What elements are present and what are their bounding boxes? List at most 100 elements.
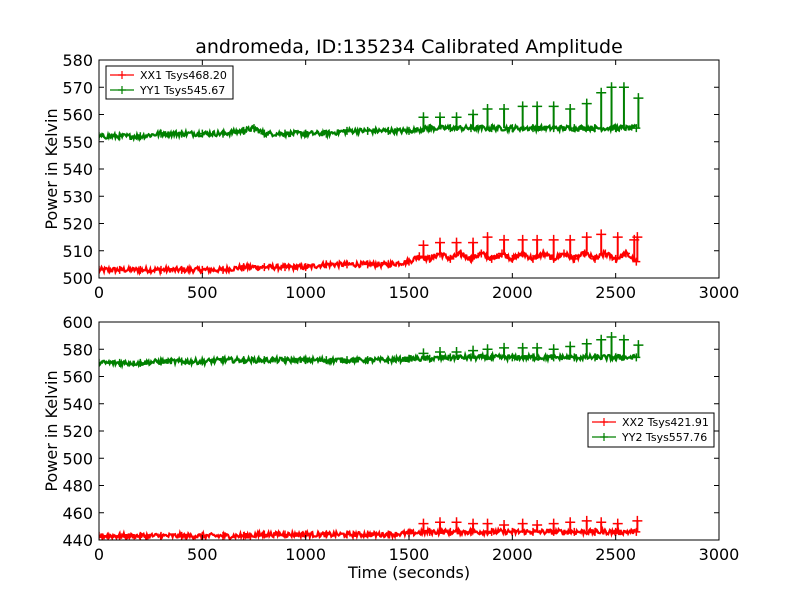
bottom-plot-data bbox=[99, 331, 644, 540]
legend-label: XX2 Tsys421.91 bbox=[622, 416, 709, 429]
data-point bbox=[219, 265, 227, 274]
top-axis-ticks: 0 500 1000 1500 2000 2500 30005005105205305405… bbox=[62, 51, 739, 302]
data-point bbox=[281, 129, 289, 138]
data-point bbox=[591, 254, 599, 263]
data-point bbox=[384, 356, 393, 365]
peak-marker bbox=[565, 517, 576, 528]
data-point bbox=[446, 254, 455, 263]
data-point bbox=[177, 531, 186, 540]
data-point bbox=[99, 132, 103, 141]
data-point bbox=[250, 124, 258, 133]
y-tick-label: 540 bbox=[62, 160, 93, 179]
data-point bbox=[384, 260, 393, 269]
data-point bbox=[560, 249, 568, 258]
bottom-y-axis-label: Power in Kelvin bbox=[42, 370, 61, 491]
data-point bbox=[539, 249, 548, 258]
y-tick-label: 580 bbox=[62, 340, 93, 359]
peak-marker bbox=[499, 520, 510, 531]
x-tick-label: 2000 bbox=[492, 545, 533, 564]
top-plot-data bbox=[99, 82, 644, 277]
legend-marker bbox=[600, 418, 608, 426]
y-tick-label: 530 bbox=[62, 187, 93, 206]
x-tick-label: 3000 bbox=[699, 545, 740, 564]
data-point bbox=[591, 124, 599, 133]
peak-marker bbox=[606, 331, 617, 342]
data-point bbox=[570, 254, 579, 263]
data-point bbox=[632, 257, 641, 266]
peak-marker bbox=[565, 234, 576, 245]
y-tick-label: 510 bbox=[62, 242, 93, 261]
data-point bbox=[219, 356, 227, 365]
data-point bbox=[136, 132, 145, 141]
data-point bbox=[343, 260, 351, 269]
data-point bbox=[260, 263, 269, 272]
peak-marker bbox=[482, 232, 493, 243]
legend-box bbox=[587, 412, 715, 448]
data-point bbox=[487, 254, 496, 263]
peak-marker bbox=[596, 87, 607, 98]
data-point bbox=[508, 527, 517, 536]
peak-marker bbox=[532, 101, 543, 112]
data-point bbox=[239, 126, 248, 135]
data-point bbox=[477, 249, 486, 258]
peak-marker bbox=[532, 520, 543, 531]
top-y-axis-label: Power in Kelvin bbox=[42, 108, 61, 229]
x-tick-label: 500 bbox=[187, 283, 218, 302]
data-point bbox=[301, 263, 310, 272]
peak-marker bbox=[451, 346, 462, 357]
x-tick-label: 3000 bbox=[699, 283, 740, 302]
x-tick-label: 1000 bbox=[285, 545, 326, 564]
peak-marker bbox=[482, 344, 493, 355]
data-point bbox=[322, 356, 331, 365]
data-point bbox=[446, 124, 455, 133]
data-point bbox=[529, 353, 537, 362]
y-tick-label: 520 bbox=[62, 215, 93, 234]
x-axis-label: Time (seconds) bbox=[347, 563, 470, 582]
data-point bbox=[99, 531, 103, 540]
data-point bbox=[157, 357, 165, 366]
data-point bbox=[99, 265, 103, 274]
series-2 bbox=[99, 82, 644, 143]
data-point bbox=[446, 527, 455, 536]
x-tick-label: 500 bbox=[187, 545, 218, 564]
x-tick-label: 1500 bbox=[389, 283, 430, 302]
peak-marker bbox=[596, 334, 607, 345]
data-point bbox=[136, 265, 145, 274]
data-point bbox=[198, 129, 207, 138]
data-point bbox=[529, 527, 537, 536]
y-tick-label: 500 bbox=[62, 449, 93, 468]
data-point bbox=[529, 124, 537, 133]
series-2 bbox=[99, 331, 644, 370]
peak-marker bbox=[596, 517, 607, 528]
data-point bbox=[260, 356, 269, 365]
data-point bbox=[157, 129, 165, 138]
peak-marker bbox=[565, 341, 576, 352]
peak-marker bbox=[618, 82, 629, 93]
legend-item-2: YY2 Tsys557.76 bbox=[592, 431, 707, 444]
data-point bbox=[487, 527, 496, 536]
x-tick-label: 2500 bbox=[595, 545, 636, 564]
x-tick-label: 0 bbox=[94, 283, 104, 302]
data-point bbox=[219, 531, 227, 540]
data-point bbox=[219, 129, 227, 138]
data-point bbox=[260, 129, 269, 138]
series-1 bbox=[99, 515, 643, 540]
x-tick-label: 0 bbox=[94, 545, 104, 564]
data-point bbox=[115, 132, 124, 141]
data-point bbox=[425, 354, 434, 363]
data-point bbox=[591, 527, 599, 536]
legend-box bbox=[105, 65, 234, 100]
data-point bbox=[343, 356, 351, 365]
x-tick-label: 2000 bbox=[492, 283, 533, 302]
series-trace bbox=[99, 248, 637, 277]
legend-label: YY2 Tsys557.76 bbox=[621, 431, 707, 444]
y-tick-label: 570 bbox=[62, 78, 93, 97]
peak-marker bbox=[435, 112, 445, 123]
data-point bbox=[99, 358, 103, 367]
data-point bbox=[384, 126, 393, 135]
legend-item-2: YY1 Tsys545.67 bbox=[110, 84, 225, 97]
data-point bbox=[363, 530, 372, 539]
peak-marker bbox=[482, 518, 493, 529]
data-point bbox=[591, 353, 599, 362]
top-legend: XX1 Tsys468.20 YY1 Tsys545.67 bbox=[105, 65, 234, 100]
